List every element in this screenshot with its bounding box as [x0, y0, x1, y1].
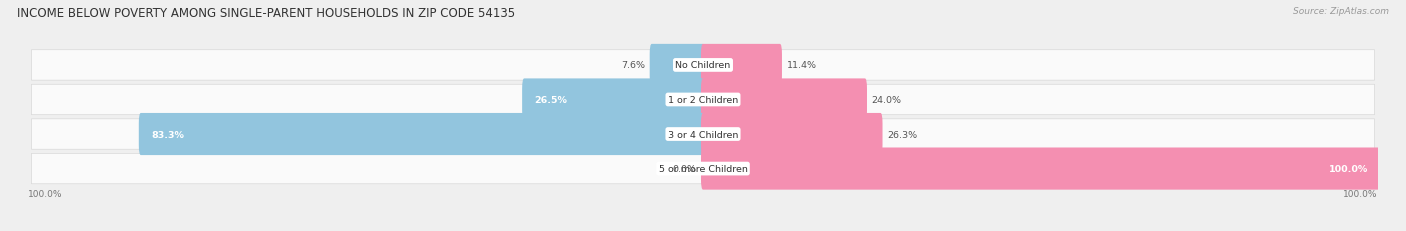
Text: 11.4%: 11.4% [787, 61, 817, 70]
Text: 100.0%: 100.0% [1343, 189, 1378, 198]
Text: 7.6%: 7.6% [621, 61, 645, 70]
Text: 26.3%: 26.3% [887, 130, 917, 139]
Text: 3 or 4 Children: 3 or 4 Children [668, 130, 738, 139]
FancyBboxPatch shape [702, 148, 1379, 190]
FancyBboxPatch shape [31, 85, 1375, 115]
Text: 100.0%: 100.0% [1329, 164, 1368, 173]
FancyBboxPatch shape [702, 113, 883, 155]
Text: 24.0%: 24.0% [872, 96, 901, 105]
Text: 0.0%: 0.0% [672, 164, 696, 173]
Text: 26.5%: 26.5% [534, 96, 567, 105]
FancyBboxPatch shape [31, 51, 1375, 81]
FancyBboxPatch shape [31, 119, 1375, 150]
Text: Source: ZipAtlas.com: Source: ZipAtlas.com [1294, 7, 1389, 16]
FancyBboxPatch shape [139, 113, 704, 155]
Text: 1 or 2 Children: 1 or 2 Children [668, 96, 738, 105]
FancyBboxPatch shape [522, 79, 704, 121]
Text: No Children: No Children [675, 61, 731, 70]
Text: 83.3%: 83.3% [150, 130, 184, 139]
Text: 100.0%: 100.0% [28, 189, 63, 198]
Text: 5 or more Children: 5 or more Children [658, 164, 748, 173]
FancyBboxPatch shape [650, 45, 704, 87]
FancyBboxPatch shape [31, 154, 1375, 184]
FancyBboxPatch shape [702, 79, 868, 121]
Text: INCOME BELOW POVERTY AMONG SINGLE-PARENT HOUSEHOLDS IN ZIP CODE 54135: INCOME BELOW POVERTY AMONG SINGLE-PARENT… [17, 7, 515, 20]
FancyBboxPatch shape [702, 45, 782, 87]
